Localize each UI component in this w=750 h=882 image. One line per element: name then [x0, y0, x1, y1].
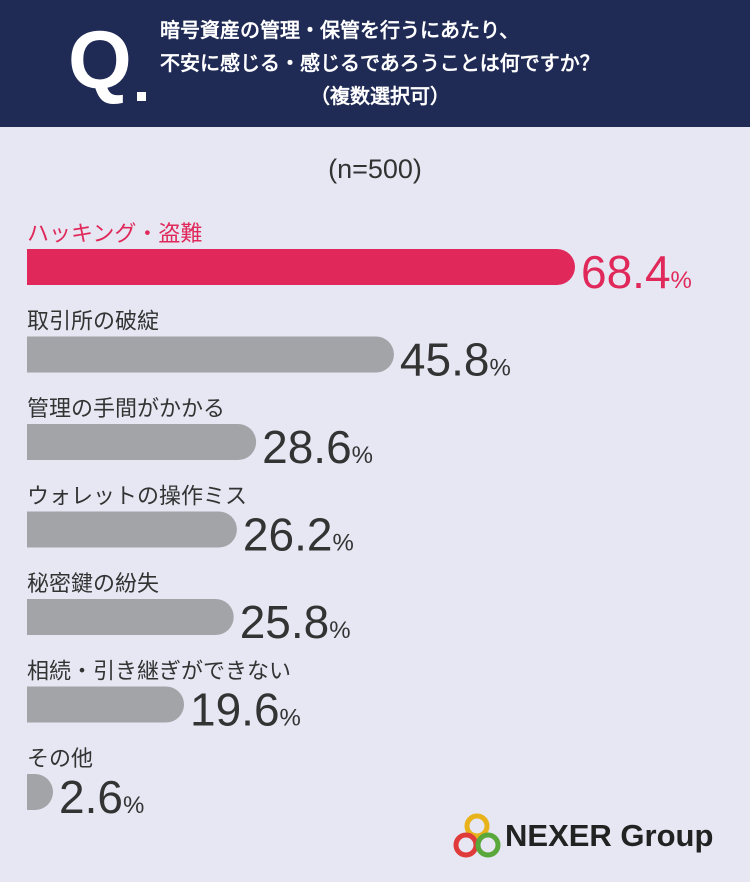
value-label: 2.6% — [59, 771, 144, 823]
category-label: 管理の手間がかかる — [27, 397, 225, 422]
three-rings-logo-icon — [453, 813, 501, 858]
question-line-2: 不安に感じる・感じるであろうことは何ですか？ — [160, 51, 600, 75]
bar — [27, 511, 237, 548]
category-label: 秘密鍵の紛失 — [27, 572, 159, 597]
bar — [27, 599, 234, 635]
category-label: ハッキング・盗難 — [27, 222, 202, 247]
bar — [27, 249, 575, 285]
value-label: 19.6% — [190, 684, 301, 736]
q-dot — [137, 92, 146, 101]
category-label: 取引所の破綻 — [27, 310, 159, 335]
q-letter: Q — [68, 15, 132, 106]
value-label: 45.8% — [400, 334, 511, 386]
category-label: 相続・引き継ぎができない — [27, 660, 291, 685]
question-line-3: （複数選択可） — [310, 84, 450, 108]
bar — [27, 686, 185, 723]
bar — [27, 774, 53, 810]
question-text: 暗号資産の管理・保管を行うにあたり、 不安に感じる・感じるであろうことは何ですか… — [160, 14, 740, 113]
value-label: 28.6% — [262, 421, 373, 473]
category-label: その他 — [27, 747, 93, 772]
logo-text: NEXER Group — [505, 818, 714, 853]
question-header: Q 暗号資産の管理・保管を行うにあたり、 不安に感じる・感じるであろうことは何で… — [0, 0, 750, 127]
value-label: 26.2% — [243, 509, 354, 561]
question-line-1: 暗号資産の管理・保管を行うにあたり、 — [160, 18, 520, 42]
bar — [27, 336, 394, 373]
bar — [27, 424, 257, 460]
value-label: 25.8% — [240, 596, 351, 648]
sample-size-label: (n=500) — [328, 154, 422, 184]
value-label: 68.4% — [581, 246, 692, 298]
category-label: ウォレットの操作ミス — [27, 485, 247, 510]
